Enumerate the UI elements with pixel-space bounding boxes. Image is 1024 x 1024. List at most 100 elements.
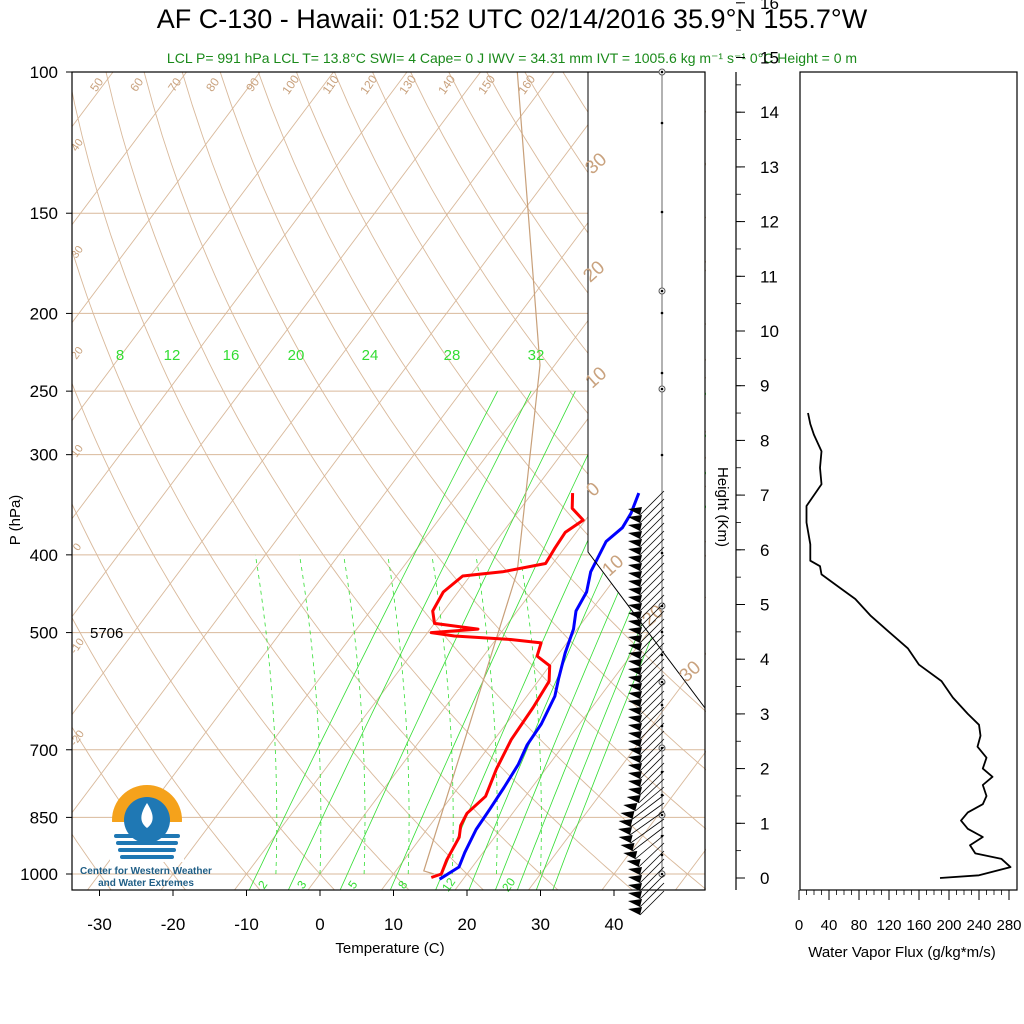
dry-adiabat-label: 140 <box>435 72 458 97</box>
height-tick-label: 14 <box>760 103 779 122</box>
wind-barb-flag <box>628 723 642 731</box>
pressure-tick-label: 1000 <box>20 865 58 884</box>
dry-adiabat-line <box>333 72 706 599</box>
dry-adiabat-line <box>372 72 706 543</box>
logo-line-1: Center for Western Weather <box>80 866 212 877</box>
mixing-ratio-line <box>389 390 619 890</box>
wind-barb-flag <box>628 667 642 675</box>
flux-plot-frame <box>799 71 1018 891</box>
wind-barb-staff <box>639 674 665 700</box>
height-tick-label: 12 <box>760 213 779 232</box>
wind-barb-flag <box>620 811 635 819</box>
wind-barb-staff <box>639 682 665 708</box>
mixing-ratio-label: 12 <box>164 347 181 364</box>
dry-adiabat-line <box>72 248 485 890</box>
wind-barb-flag <box>628 611 642 619</box>
wind-barb-staff <box>639 570 665 596</box>
mixing-ratio-label: 16 <box>223 347 240 364</box>
pressure-tick-label: 250 <box>30 382 58 401</box>
parcel-path-line <box>423 72 541 875</box>
wind-barb-staff <box>639 722 665 748</box>
wind-barb-flag <box>628 515 642 523</box>
wind-barb-staff <box>639 522 665 548</box>
barb-marker-dot <box>660 703 664 707</box>
barb-marker-dot <box>660 551 664 555</box>
wind-barb-staff <box>639 562 665 588</box>
wind-barb-staff <box>639 770 665 796</box>
wind-barb-flag <box>618 835 633 843</box>
x-axis-label: Temperature (C) <box>335 940 444 957</box>
wind-barb-flag <box>628 699 642 707</box>
barb-marker-dot <box>660 680 664 684</box>
y-axis-label: P (hPa) <box>7 495 24 546</box>
wind-barb-staff <box>635 786 665 812</box>
height-tick-label: 6 <box>760 541 769 560</box>
mixing-ratio-label-bottom: 20 <box>499 875 518 894</box>
dry-adiabat-label-left: -20 <box>68 728 87 748</box>
height-tick-label: 8 <box>760 431 769 450</box>
mixing-ratio-line <box>339 390 576 890</box>
wind-barb-staff <box>638 778 665 804</box>
chart-title: AF C-130 - Hawaii: 01:52 UTC 02/14/2016 … <box>156 4 868 34</box>
dry-adiabat-line <box>105 72 634 890</box>
wind-barb-flag <box>628 555 642 563</box>
wind-barb-flag <box>628 539 642 547</box>
pressure-tick-label: 400 <box>30 546 58 565</box>
wind-barb-flag <box>618 827 632 835</box>
dry-adiabat-label-left: 30 <box>69 244 86 261</box>
mixing-ratio-label: 28 <box>444 347 461 364</box>
wind-barb-flag <box>623 803 638 811</box>
flux-axis-label: Water Vapor Flux (g/kg*m/s) <box>808 944 996 961</box>
wind-barb-flag <box>628 763 642 771</box>
wind-barb-staff <box>639 690 665 716</box>
flux-tick-label: 160 <box>906 917 931 934</box>
wind-barb-staff <box>639 658 665 684</box>
wind-barb-flag <box>628 683 642 691</box>
mixing-ratio-label: 32 <box>528 347 545 364</box>
barb-marker-dot <box>660 834 664 838</box>
wind-barb-flag <box>628 507 642 515</box>
wind-barb-flag <box>628 691 642 699</box>
wind-barb-flag <box>628 619 642 627</box>
temperature-tick-label: 30 <box>531 915 550 934</box>
dry-adiabat-line <box>72 726 187 890</box>
barb-marker-dot <box>660 371 664 375</box>
temperature-tick-label: -20 <box>161 915 186 934</box>
wind-barb-flag <box>628 875 642 883</box>
dry-adiabat-label: 100 <box>279 72 302 97</box>
wind-barb-staff <box>632 794 665 820</box>
wind-barb-staff <box>639 538 665 564</box>
height-tick-label: 5 <box>760 596 769 615</box>
wind-barb-flag <box>626 795 641 803</box>
flux-profile-line <box>805 412 1012 879</box>
isotherm-line <box>72 72 628 814</box>
pressure-tick-label: 150 <box>30 204 58 223</box>
wind-barb-staff <box>639 602 665 628</box>
wind-barb-staff <box>639 714 665 740</box>
skew-plot-frame <box>71 71 706 891</box>
isotherm-line <box>72 72 555 716</box>
wind-barb-staff <box>639 578 665 604</box>
mixing-ratio-label: 20 <box>288 347 305 364</box>
wind-barb-flag <box>628 587 642 595</box>
barb-marker-dot <box>660 453 664 457</box>
wind-barb-staff <box>639 498 665 524</box>
height-axis-label: Height (Km) <box>714 467 731 547</box>
dry-adiabat-label: 50 <box>87 75 106 94</box>
height-tick-label: 15 <box>760 49 779 68</box>
wind-barb-staff <box>639 874 665 900</box>
wind-barb-flag <box>623 851 638 859</box>
isotherm-line <box>601 750 706 890</box>
wind-barb-flag <box>628 595 642 603</box>
dry-adiabat-label-left: 10 <box>69 443 86 460</box>
barb-marker-dot <box>660 289 664 293</box>
isotherm-line <box>454 554 706 890</box>
moist-adiabat-line <box>519 554 542 875</box>
dry-adiabat-label: 60 <box>127 75 146 94</box>
wind-barb-staff <box>638 842 665 868</box>
wind-barb-flag <box>626 859 641 867</box>
logo-wave-icon <box>118 848 176 852</box>
wind-barb-staff <box>639 610 665 636</box>
height-tick-label: 1 <box>760 814 769 833</box>
height-tick-label: 11 <box>760 267 778 286</box>
